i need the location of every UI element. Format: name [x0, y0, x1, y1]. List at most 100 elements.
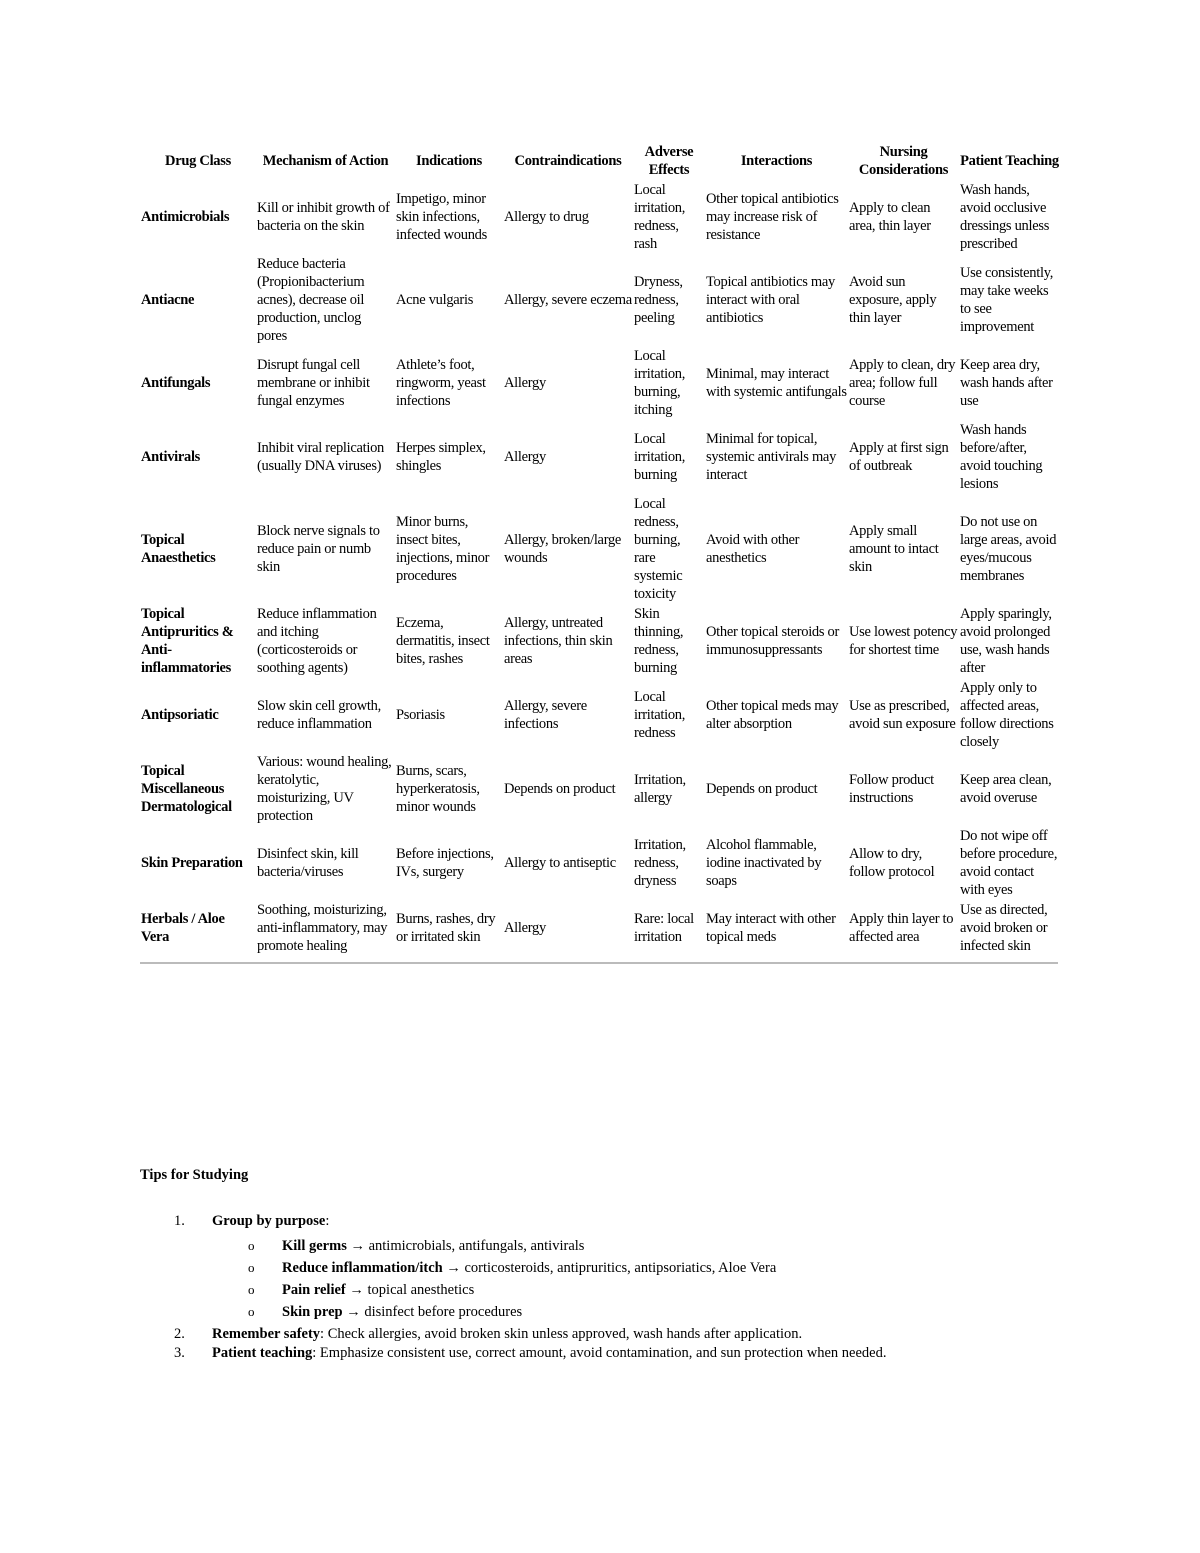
table-cell: Disrupt fungal cell membrane or inhibit … — [257, 357, 370, 409]
table-cell: Allow to dry, follow protocol — [849, 846, 935, 880]
table-cell: Local irritation, burning, itching — [634, 348, 686, 418]
table-cell: Do not wipe off before procedure, avoid … — [960, 828, 1058, 898]
drug-class-cell: Antifungals — [141, 375, 211, 391]
table-cell: Impetigo, minor skin infections, infecte… — [396, 191, 487, 243]
column-header: Interactions — [740, 153, 813, 169]
table-cell: Other topical steroids or immunosuppress… — [706, 624, 840, 658]
drug-class-cell: Herbals / Aloe Vera — [141, 911, 225, 945]
table-row: Topical Anaesthetics Block nerve signals … — [140, 494, 1060, 604]
table-cell: Athlete’s foot, ringworm, yeast infectio… — [396, 357, 486, 409]
column-header: Drug Class — [165, 153, 231, 169]
column-header: Mechanism of Action — [262, 153, 389, 169]
table-cell: Use as directed, avoid broken or infecte… — [960, 902, 1048, 954]
sub-text: → corticosteroids, antipruritics, antips… — [442, 1259, 777, 1276]
table-cell: Topical antibiotics may interact with or… — [706, 274, 835, 326]
table-cell: Other topical meds may alter absorption — [706, 698, 839, 732]
column-header: Contraindications — [514, 153, 622, 169]
table-cell: Depends on product — [706, 781, 818, 797]
sub-item: o Reduce inflammation/itch → corticostero… — [212, 1257, 1090, 1279]
table-row: Topical Miscellaneous Dermatological Vari… — [140, 752, 1060, 826]
table-cell: Allergy to antiseptic — [504, 855, 616, 871]
table-cell: Minimal for topical, systemic antivirals… — [706, 431, 837, 483]
list-number: 1. — [174, 1213, 185, 1229]
table-cell: Kill or inhibit growth of bacteria on th… — [257, 200, 390, 234]
table-row: Antivirals Inhibit viral replication (usu… — [140, 420, 1060, 494]
table-cell: Apply thin layer to affected area — [849, 911, 954, 945]
horizontal-rule — [140, 962, 1058, 964]
table-cell: Allergy, severe eczema — [504, 292, 632, 308]
bullet-icon: o — [248, 1303, 255, 1319]
list-number: 2. — [174, 1325, 185, 1342]
table-cell: Slow skin cell growth, reduce inflammati… — [257, 698, 381, 732]
sub-item: o Skin prep → disinfect before procedures — [212, 1301, 1090, 1323]
table-row: Antiacne Reduce bacteria (Propionibacteri… — [140, 254, 1060, 346]
table-header-row: Drug Class Mechanism of Action Indications… — [140, 142, 1060, 180]
sub-label: Skin prep — [282, 1303, 343, 1320]
table-cell: Allergy, untreated infections, thin skin… — [504, 615, 613, 667]
table-cell: Burns, scars, hyperkeratosis, minor woun… — [396, 763, 480, 815]
table-cell: Various: wound healing, keratolytic, moi… — [257, 754, 392, 824]
table-cell: Skin thinning, redness, burning — [634, 606, 684, 676]
table-cell: Eczema, dermatitis, insect bites, rashes — [396, 615, 490, 667]
table-cell: Reduce inflammation and itching (cortico… — [257, 606, 377, 676]
table-cell: Minor burns, insect bites, injections, m… — [396, 514, 490, 584]
sub-text: → antimicrobials, antifungals, antiviral… — [346, 1237, 585, 1254]
tips-heading: Tips for Studying — [140, 1167, 249, 1183]
table-cell: Rare: local irritation — [634, 911, 694, 945]
tip-item: 3. Patient teaching: Emphasize consistent… — [140, 1344, 1090, 1364]
table-cell: Apply to clean, dry area; follow full co… — [849, 357, 956, 409]
table-cell: Apply at first sign of outbreak — [849, 440, 949, 474]
document-body: Drug Class Mechanism of Action Indications… — [140, 142, 1060, 964]
tip-label: Remember safety — [212, 1325, 321, 1342]
table-cell: Follow product instructions — [849, 772, 934, 806]
sub-label: Kill germs — [282, 1237, 347, 1254]
table-cell: Disinfect skin, kill bacteria/viruses — [257, 846, 359, 880]
table-cell: Wash hands before/after, avoid touching … — [960, 422, 1043, 492]
sub-list: o Kill germs → antimicrobials, antifungal… — [212, 1235, 1090, 1323]
table-cell: Apply sparingly, avoid prolonged use, wa… — [960, 606, 1052, 676]
sub-text: → topical anesthetics — [345, 1281, 475, 1298]
table-cell: Allergy — [504, 375, 546, 391]
sub-item: o Kill germs → antimicrobials, antifungal… — [212, 1235, 1090, 1257]
drug-class-cell: Topical Antipruritics & Anti-inflammator… — [141, 606, 234, 676]
table-cell: Allergy — [504, 449, 546, 465]
drug-class-cell: Skin Preparation — [141, 855, 243, 871]
table-cell: Allergy to drug — [504, 209, 589, 225]
table-row: Antimicrobials Kill or inhibit growth of … — [140, 180, 1060, 254]
tip-label: Patient teaching — [212, 1345, 313, 1361]
column-header: Adverse Effects — [644, 144, 694, 178]
table-cell: Irritation, allergy — [634, 772, 686, 806]
column-header: Patient Teaching — [960, 153, 1059, 169]
table-cell: Use as prescribed, avoid sun exposure — [849, 698, 956, 732]
column-header: Indications — [416, 153, 482, 169]
table-cell: Use consistently, may take weeks to see … — [960, 265, 1054, 335]
tip-item: 1. Group by purpose: o Kill germs → antimic… — [140, 1212, 1090, 1323]
table-cell: Apply small amount to intact skin — [849, 523, 939, 575]
table-cell: Local irritation, redness — [634, 689, 686, 741]
table-cell: Soothing, moisturizing, anti-inflammator… — [257, 902, 388, 954]
table-cell: Block nerve signals to reduce pain or nu… — [257, 523, 380, 575]
table-cell: Allergy, severe infections — [504, 698, 587, 732]
table-row: Topical Antipruritics & Anti-inflammator… — [140, 604, 1060, 678]
table-cell: Depends on product — [504, 781, 616, 797]
table-cell: Irritation, redness, dryness — [634, 837, 686, 889]
drug-class-cell: Antivirals — [141, 449, 201, 465]
table-cell: Psoriasis — [396, 707, 445, 723]
sub-label: Reduce inflammation/itch — [282, 1259, 443, 1276]
table-cell: Local irritation, redness, rash — [634, 182, 686, 252]
table-cell: Minimal, may interact with systemic anti… — [706, 366, 847, 400]
table-cell: Do not use on large areas, avoid eyes/mu… — [960, 514, 1057, 584]
table-cell: Alcohol flammable, iodine inactivated by… — [706, 837, 822, 889]
sub-item: o Pain relief → topical anesthetics — [212, 1279, 1090, 1301]
table-cell: May interact with other topical meds — [706, 911, 836, 945]
table-cell: Reduce bacteria (Propionibacterium acnes… — [257, 256, 365, 344]
table-cell: Wash hands, avoid occlusive dressings un… — [960, 182, 1050, 252]
table-cell: Avoid sun exposure, apply thin layer — [849, 274, 937, 326]
bullet-icon: o — [248, 1281, 255, 1297]
table-cell: Burns, rashes, dry or irritated skin — [396, 911, 496, 945]
table-row: Skin Preparation Disinfect skin, kill bac… — [140, 826, 1060, 900]
column-header: Nursing Considerations — [858, 144, 949, 178]
drug-class-cell: Topical Miscellaneous Dermatological — [141, 763, 232, 815]
drug-class-cell: Antipsoriatic — [141, 707, 219, 723]
table-cell: Inhibit viral replication (usually DNA v… — [257, 440, 384, 474]
